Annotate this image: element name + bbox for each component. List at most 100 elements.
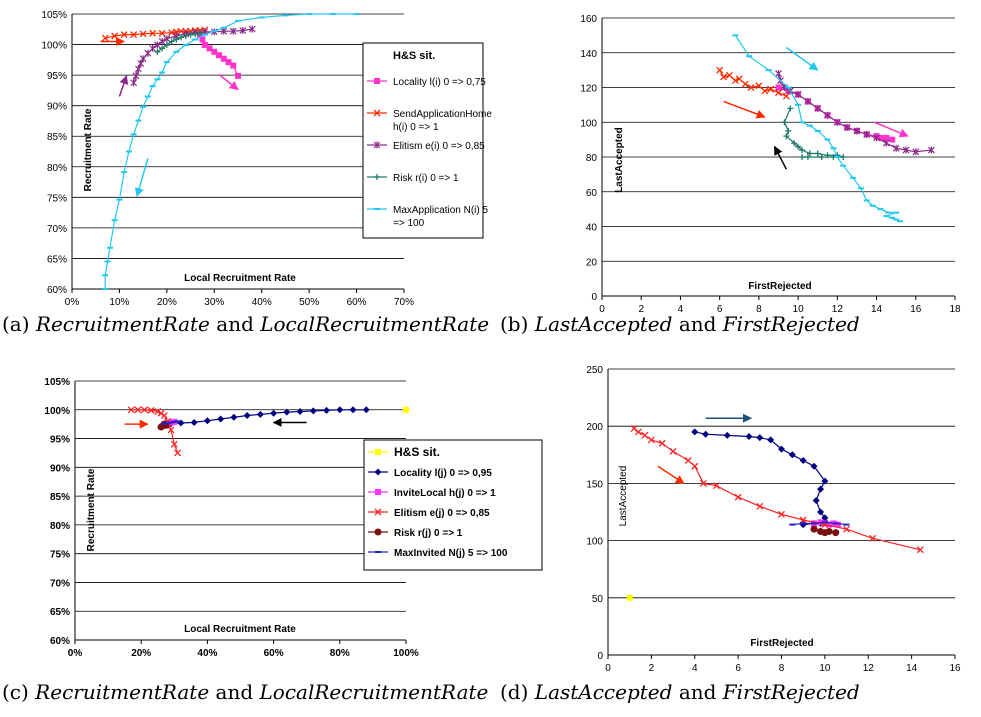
data-point [720,73,728,81]
series-line [719,69,787,97]
caption-a: (a) RecruitmentRate and LocalRecruitment… [2,312,490,336]
data-point [229,27,237,35]
y-tick-label: 90% [50,463,70,474]
data-point [374,468,382,476]
data-point [767,436,775,444]
data-point [141,406,148,414]
y-tick-label: 105% [44,377,70,388]
series-a-2 [130,25,256,87]
series-a-3 [154,30,204,55]
y-tick-label: 85% [50,492,70,503]
legend-c: H&S sit. Locality l(j) 0 => 0,95 InviteLoc… [363,439,543,571]
legend-entry: MaxApplication N(i) 5 => 100 [393,205,488,229]
data-point [163,35,171,43]
annotation-arrow [218,73,239,91]
data-point [785,127,792,134]
x-tick-label: 40% [197,648,217,659]
data-point [702,430,710,438]
legend-box [363,439,543,571]
series-a-0 [197,31,241,79]
data-point [154,408,162,415]
chart-d: 0 50 100 150 200 250 0 2 4 6 8 10 12 14 16 FirstRejecte… [586,365,961,674]
data-point [735,75,743,83]
annotation-arrow [134,158,149,198]
data-point [139,55,147,63]
data-point [336,406,344,414]
x-tick-label: 40% [252,297,272,308]
y-tick-label: 80% [50,521,70,532]
data-point [174,449,182,457]
annotation-arrow [657,465,685,485]
y-axis-label: LastAccepted [618,466,629,527]
data-point [192,30,199,37]
data-point [149,44,157,52]
x-tick-label: 2 [649,663,655,674]
data-point [712,482,720,490]
data-point [243,412,251,420]
data-point [374,174,380,180]
data-point [403,406,409,413]
series-c-5 [161,420,181,425]
y-tick-label: 120 [580,84,597,95]
legend-entry: Locality l(j) 0 => 0,95 [394,468,492,479]
data-point [190,418,198,426]
data-point [775,70,782,78]
x-tick-label: 6 [735,663,741,674]
data-point [778,445,785,453]
annotation-arrow [785,46,819,71]
data-point [853,127,861,135]
x-tick-label: 70% [394,297,414,308]
data-point [373,109,381,117]
annotation-arrow [874,121,909,138]
annotation-arrow [723,100,766,119]
y-tick-label: 160 [580,14,597,25]
data-point [821,520,828,527]
data-point [168,38,175,45]
data-point [761,87,769,95]
y-tick-label: 80% [47,163,67,174]
y-tick-label: 95% [50,435,70,446]
x-tick-label: 4 [678,304,684,315]
x-axis-label: Local Recruitment Rate [184,273,296,284]
data-point [187,31,194,38]
y-tick-label: 95% [47,71,67,82]
x-tick-label: 0 [599,304,605,315]
legend-box [362,42,484,239]
data-point [747,84,755,91]
data-point [726,71,733,79]
data-point [270,409,278,417]
data-point [882,139,890,147]
data-point [634,428,642,436]
data-point [283,408,291,416]
data-point [375,489,381,495]
x-tick-label: 16 [949,663,961,674]
data-point [147,406,155,414]
data-point [799,147,806,154]
data-point [235,72,241,79]
y-tick-label: 140 [580,49,597,60]
y-tick-label: 75% [50,550,70,561]
legend-entry: Risk r(j) 0 => 1 [394,528,463,539]
x-axis-label: FirstRejected [750,638,813,649]
data-point [139,30,147,38]
x-tick-label: 18 [949,304,961,315]
legend-entry: Locality l(i) 0 => 0,75 [393,77,486,88]
data-point [239,27,247,34]
data-point [833,118,841,126]
data-point [745,432,753,440]
data-point [778,510,785,518]
x-tick-label: 80% [330,648,350,659]
x-tick-label: 16 [910,304,922,315]
data-point [843,123,851,131]
data-point [821,477,829,485]
data-point [157,409,165,417]
y-tick-label: 75% [47,193,67,204]
x-tick-label: 14 [871,304,883,315]
data-point [230,62,237,69]
data-point [818,154,825,160]
data-point [873,134,880,142]
y-tick-label: 150 [586,479,603,490]
y-tick-label: 90% [47,102,67,113]
x-tick-label: 4 [692,663,698,674]
